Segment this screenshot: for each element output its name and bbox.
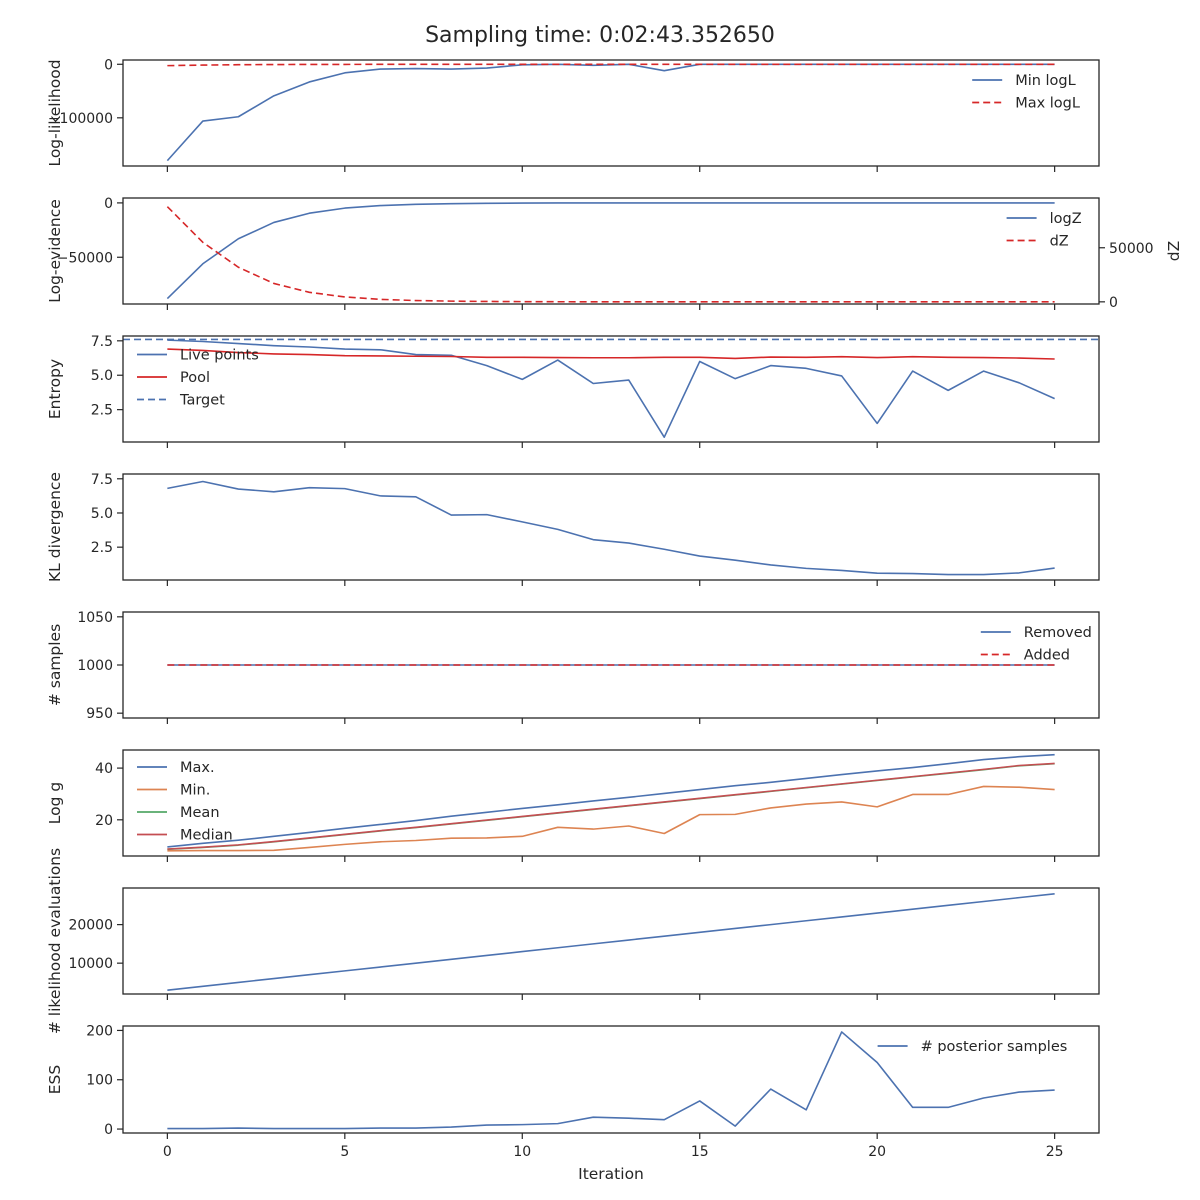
legend-label: Median <box>180 828 233 844</box>
subplot-4: 2.5 5.0 7.5 KL divergence <box>46 472 1100 586</box>
y-tick-label: 1000 <box>77 658 113 674</box>
x-tick-label: 25 <box>1046 1144 1064 1160</box>
legend-label: Added <box>1024 648 1070 664</box>
y-tick-label: 0 <box>104 57 113 73</box>
subplot-2: 0 −50000 0 50000 dZ Log-evidence logZ dZ <box>46 196 1183 311</box>
legend-label: logZ <box>1050 211 1082 227</box>
y-right-tick-label: 50000 <box>1109 241 1154 257</box>
legend: Max. Min. Mean Median <box>137 760 233 844</box>
subplot-3: 2.5 5.0 7.5 Entropy Live points Pool Target <box>46 334 1100 448</box>
subplot-6: 20 40 Log g Max. Min. Mean Median <box>46 749 1100 862</box>
axes-frame <box>122 611 1100 719</box>
y-axis-label: KL divergence <box>46 472 64 582</box>
y-right-axis-label: dZ <box>1165 241 1183 261</box>
y-tick-label: 40 <box>95 761 113 777</box>
legend: # posterior samples <box>877 1039 1068 1055</box>
x-tick-label: 10 <box>513 1144 531 1160</box>
series-group <box>123 338 1099 438</box>
y-tick-label: 7.5 <box>91 334 113 350</box>
y-tick-label: −100000 <box>48 111 113 127</box>
y-tick-label: 10000 <box>68 956 113 972</box>
y-tick-label: 2.5 <box>91 540 113 556</box>
series-group <box>167 1031 1055 1130</box>
series-group <box>166 63 1055 162</box>
y-tick-label: 1050 <box>77 610 113 626</box>
x-tick-label: 5 <box>340 1144 349 1160</box>
y-tick-label: 2.5 <box>91 403 113 419</box>
series-line-pool <box>167 348 1055 360</box>
legend-label: Mean <box>180 805 220 821</box>
series-line-max <box>167 753 1055 848</box>
y-axis-label: Log-likelihood <box>46 59 64 166</box>
y-axis-label: # likelihood evaluations <box>46 848 64 1034</box>
series-line-series-1 <box>167 892 1055 991</box>
x-tick-label: 20 <box>868 1144 886 1160</box>
series-line-posterior-samples <box>167 1031 1055 1130</box>
legend: Min logL Max logL <box>972 73 1080 112</box>
legend-label: Pool <box>180 370 210 386</box>
x-axis-label: Iteration <box>578 1165 644 1183</box>
axes-frame <box>122 749 1100 857</box>
y-axis-label: Log g <box>46 782 64 824</box>
series-line-median <box>167 762 1055 850</box>
series-line-live-points <box>167 339 1055 438</box>
y-tick-label: −50000 <box>57 250 113 266</box>
subplot-7: 10000 20000# likelihood evaluations <box>46 848 1100 1034</box>
y-tick-label: 5.0 <box>91 506 113 522</box>
figure-title: Sampling time: 0:02:43.352650 <box>425 23 775 48</box>
legend-label: Target <box>179 393 225 409</box>
axes-frame <box>122 1025 1100 1134</box>
x-tick-label: 0 <box>163 1144 172 1160</box>
series-line-max-logl <box>167 63 1055 67</box>
legend-label: dZ <box>1050 234 1069 250</box>
series-line-series-1 <box>167 480 1055 576</box>
legend-label: Max logL <box>1015 96 1080 112</box>
axes-frame <box>122 59 1100 167</box>
y-tick-label: 20 <box>95 813 113 829</box>
y-axis-label: Log-evidence <box>46 199 64 303</box>
legend-label: Live points <box>180 348 259 364</box>
axes-frame <box>122 197 1100 305</box>
y-tick-label: 20000 <box>68 918 113 934</box>
y-tick-label: 100 <box>86 1073 113 1089</box>
y-tick-label: 7.5 <box>91 472 113 488</box>
y-tick-label: 0 <box>104 1122 113 1138</box>
y-axis-label: ESS <box>46 1065 64 1094</box>
subplot-8: 0 5 10 15 20 25 0 100 200 ESS # posterior samples <box>46 1023 1100 1160</box>
y-tick-label: 0 <box>104 196 113 212</box>
legend-label: Min. <box>180 783 210 799</box>
axes-frame <box>122 335 1100 443</box>
series-group <box>167 892 1055 991</box>
axes-frame <box>122 473 1100 581</box>
subplot-5: 950 1000 1050 # samples Removed Added <box>46 610 1100 724</box>
series-line-min <box>167 785 1055 852</box>
legend-label: Removed <box>1024 625 1092 641</box>
series-group <box>167 753 1055 852</box>
y-axis-label: # samples <box>46 624 64 706</box>
y-tick-label: 200 <box>86 1023 113 1039</box>
legend: Removed Added <box>980 625 1092 664</box>
legend-label: Max. <box>180 760 215 776</box>
y-tick-label: 950 <box>86 706 113 722</box>
series-group <box>166 202 1055 303</box>
y-tick-label: 5.0 <box>91 368 113 384</box>
x-tick-label: 15 <box>691 1144 709 1160</box>
legend: Live points Pool Target <box>137 348 259 409</box>
y-axis-label: Entropy <box>46 359 64 419</box>
y-right-tick-label: 0 <box>1109 295 1118 311</box>
axes-frame <box>122 887 1100 995</box>
legend-label: Min logL <box>1015 73 1076 89</box>
legend: logZ dZ <box>1006 211 1082 250</box>
legend-label: # posterior samples <box>921 1039 1068 1055</box>
series-line-logz <box>166 202 1055 300</box>
series-group <box>167 480 1055 576</box>
